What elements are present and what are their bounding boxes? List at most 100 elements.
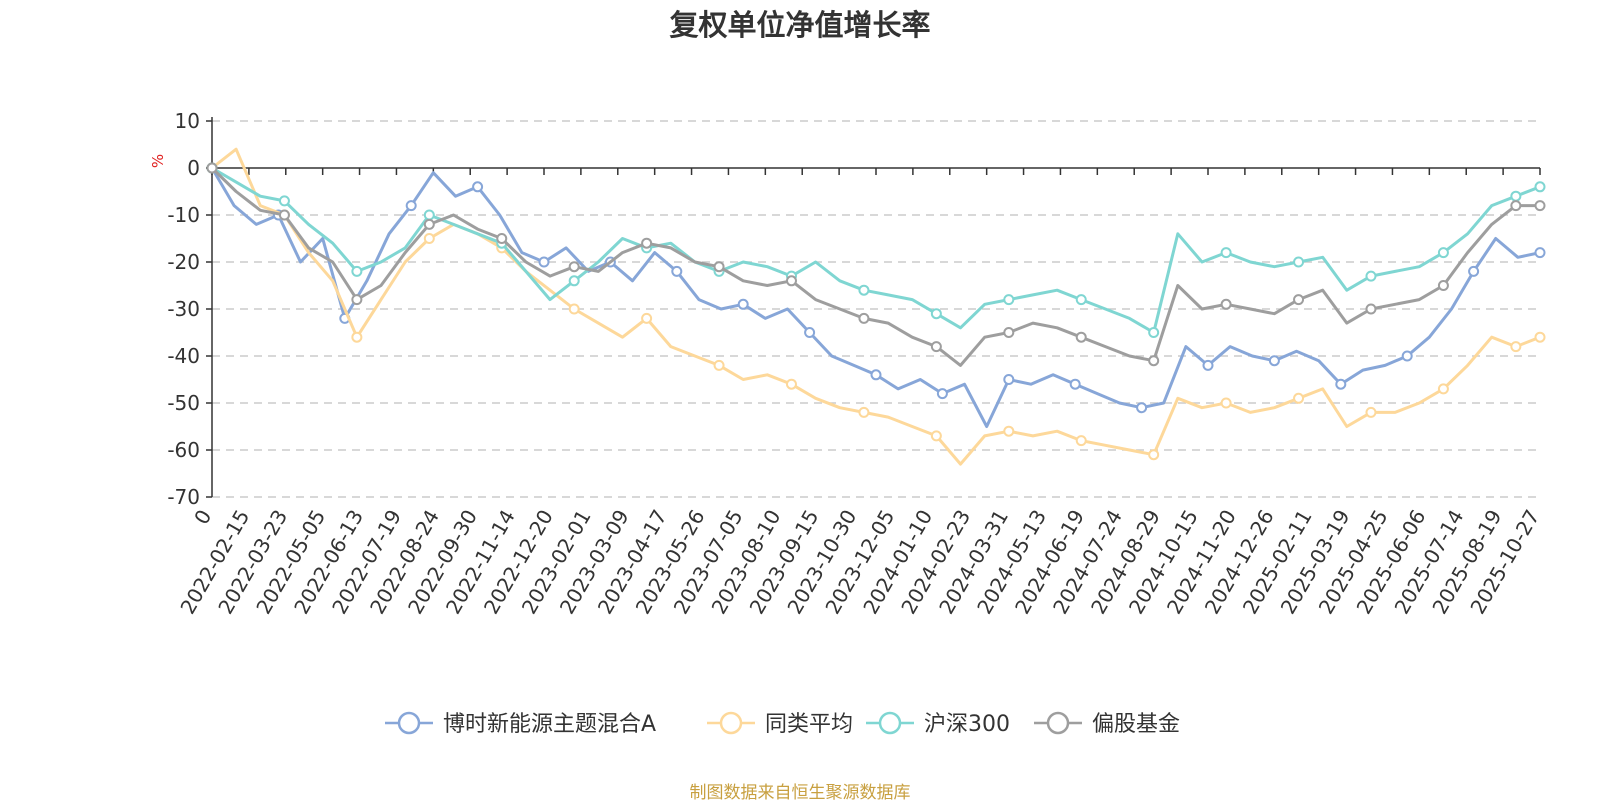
legend-item-hs300[interactable]: 沪深300 xyxy=(866,711,1010,737)
legend-label: 偏股基金 xyxy=(1092,712,1180,737)
data-point-hs300 xyxy=(1293,256,1305,268)
data-point-equity_fund xyxy=(1534,200,1546,212)
data-point-equity_fund xyxy=(278,209,290,221)
data-point-fund xyxy=(1202,359,1214,371)
data-point-equity_fund xyxy=(641,237,653,249)
source-note: 制图数据来自恒生聚源数据库 xyxy=(689,783,911,803)
data-point-equity_fund xyxy=(1220,298,1232,310)
data-point-equity_fund xyxy=(1437,280,1449,291)
data-point-hs300 xyxy=(1510,190,1522,202)
legend[interactable]: 博时新能源主题混合A 同类平均 沪深300 偏股基金 xyxy=(385,711,1180,737)
data-point-peer_avg xyxy=(351,331,363,343)
y-tick-label: -40 xyxy=(167,344,200,368)
series-line-peer_avg xyxy=(211,147,1541,466)
data-point-hs300 xyxy=(1437,247,1449,259)
data-point-peer_avg xyxy=(1534,331,1546,343)
y-tick-label: -60 xyxy=(167,438,200,462)
y-tick-label: -70 xyxy=(167,485,200,509)
data-point-peer_avg xyxy=(713,359,725,371)
data-point-peer_avg xyxy=(858,406,870,418)
data-point-equity_fund xyxy=(423,218,435,230)
data-point-hs300 xyxy=(930,308,942,320)
data-point-peer_avg xyxy=(785,378,797,390)
data-point-peer_avg xyxy=(1510,341,1522,353)
data-point-fund xyxy=(1003,374,1015,385)
data-point-equity_fund xyxy=(858,312,870,324)
data-point-equity_fund xyxy=(1075,331,1087,343)
data-point-hs300 xyxy=(1075,294,1087,306)
data-point-peer_avg xyxy=(1075,435,1087,447)
data-point-peer_avg xyxy=(423,233,435,244)
series-line-equity_fund xyxy=(210,166,1540,367)
data-point-equity_fund xyxy=(351,294,363,306)
data-point-peer_avg xyxy=(930,430,942,442)
data-point-equity_fund xyxy=(1365,303,1377,315)
data-point-equity_fund xyxy=(1510,200,1522,212)
data-point-peer_avg xyxy=(1220,397,1232,409)
data-point-fund xyxy=(538,256,550,268)
data-point-fund xyxy=(671,265,683,277)
data-point-hs300 xyxy=(1003,294,1015,306)
y-unit-label: % xyxy=(149,154,167,168)
data-point-fund xyxy=(405,200,417,212)
data-point-fund xyxy=(1268,355,1280,367)
x-tick-label: 0 xyxy=(189,506,216,529)
data-point-equity_fund xyxy=(568,261,580,273)
data-point-fund xyxy=(472,181,484,193)
legend-marker xyxy=(878,711,902,735)
data-point-hs300 xyxy=(1365,270,1377,282)
y-tick-label: -30 xyxy=(167,297,200,321)
data-point-hs300 xyxy=(423,209,435,221)
data-point-hs300 xyxy=(1220,247,1232,259)
data-point-equity_fund xyxy=(930,341,942,353)
data-point-fund xyxy=(870,369,882,381)
data-point-hs300 xyxy=(858,284,870,296)
legend-marker xyxy=(1046,711,1070,735)
y-tick-label: 10 xyxy=(175,109,200,133)
legend-label: 博时新能源主题混合A xyxy=(443,712,656,737)
data-point-peer_avg xyxy=(1437,383,1449,395)
data-point-fund xyxy=(804,327,816,338)
data-point-hs300 xyxy=(351,265,363,277)
legend-item-equity_fund[interactable]: 偏股基金 xyxy=(1034,711,1180,737)
data-point-fund xyxy=(1534,247,1546,259)
data-point-fund xyxy=(737,298,749,310)
grid-lines xyxy=(212,120,1540,498)
data-point-hs300 xyxy=(1148,327,1160,338)
legend-item-fund[interactable]: 博时新能源主题混合A xyxy=(385,711,656,737)
y-tick-label: -50 xyxy=(167,391,200,415)
legend-marker xyxy=(719,711,743,735)
data-point-fund xyxy=(1468,265,1480,277)
data-point-equity_fund xyxy=(496,233,508,244)
data-point-equity_fund xyxy=(713,261,725,273)
data-point-hs300 xyxy=(1534,181,1546,193)
data-point-fund xyxy=(936,388,948,400)
y-tick-label: -10 xyxy=(167,203,200,227)
data-point-equity_fund xyxy=(1293,294,1305,306)
data-point-fund xyxy=(1069,378,1081,390)
series-line-hs300 xyxy=(211,166,1541,334)
y-tick-label: 0 xyxy=(187,156,200,180)
data-point-hs300 xyxy=(568,275,580,287)
chart-title: 复权单位净值增长率 xyxy=(669,8,931,42)
legend-marker xyxy=(397,711,421,735)
data-point-equity_fund xyxy=(785,275,797,287)
data-point-peer_avg xyxy=(1293,392,1305,404)
y-tick-label: -20 xyxy=(167,250,200,274)
data-point-fund xyxy=(1335,378,1347,390)
data-point-peer_avg xyxy=(1365,406,1377,418)
data-point-equity_fund xyxy=(1148,355,1160,367)
data-point-peer_avg xyxy=(1148,449,1160,461)
data-point-equity_fund xyxy=(1003,327,1015,338)
data-point-peer_avg xyxy=(1003,425,1015,437)
data-point-fund xyxy=(1136,402,1148,414)
data-point-equity_fund xyxy=(206,162,218,174)
series-lines xyxy=(206,147,1546,466)
legend-label: 同类平均 xyxy=(765,712,853,737)
legend-label: 沪深300 xyxy=(924,712,1010,737)
data-point-peer_avg xyxy=(568,303,580,315)
data-point-hs300 xyxy=(278,195,290,207)
data-point-fund xyxy=(1401,350,1413,362)
legend-item-peer_avg[interactable]: 同类平均 xyxy=(707,711,853,737)
